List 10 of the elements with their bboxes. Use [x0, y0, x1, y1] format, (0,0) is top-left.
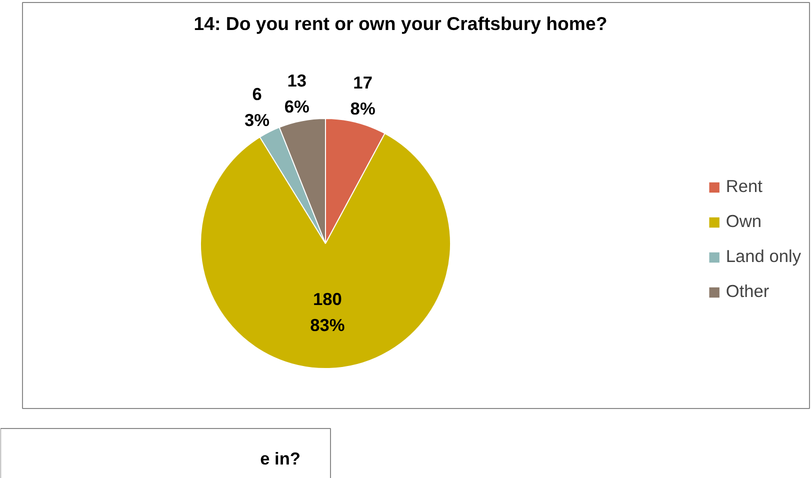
legend-label: Rent — [726, 176, 762, 197]
data-label: 180 83% — [310, 289, 345, 336]
chart-title: 14: Do you rent or own your Craftsbury home? — [194, 13, 608, 34]
legend-label: Other — [726, 281, 770, 302]
data-label: 17 8% — [350, 72, 376, 119]
text: e in? — [260, 448, 300, 468]
data-label: 6 3% — [244, 84, 270, 130]
legend-label: Own — [726, 211, 762, 232]
legend-label: Land only — [726, 246, 801, 267]
data-label: 13 6% — [284, 70, 310, 117]
